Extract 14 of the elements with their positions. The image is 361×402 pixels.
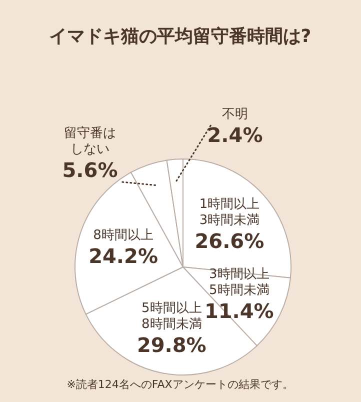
data-label: 26.6%	[194, 228, 264, 253]
data-label: 24.2%	[88, 244, 158, 268]
data-label: 2.4%	[207, 123, 263, 147]
slice-label: 8時間以上	[92, 228, 154, 244]
text: ※読者124名へのFAXアンケートの結果です。	[66, 378, 294, 391]
chart-title: イマドキ猫の平均留守番時間は?	[48, 26, 312, 47]
data-label: 5.6%	[62, 158, 118, 182]
slice-label: 留守番はしない	[63, 126, 117, 158]
slice-label: 1時間以上3時間未満	[198, 196, 260, 229]
slice-label: 5時間以上8時間未満	[140, 300, 203, 333]
data-label: 29.8%	[136, 332, 206, 357]
data-label: 11.4%	[204, 298, 274, 323]
slice-label: 不明	[221, 107, 249, 123]
slice-label: 3時間以上5時間未満	[208, 266, 270, 299]
